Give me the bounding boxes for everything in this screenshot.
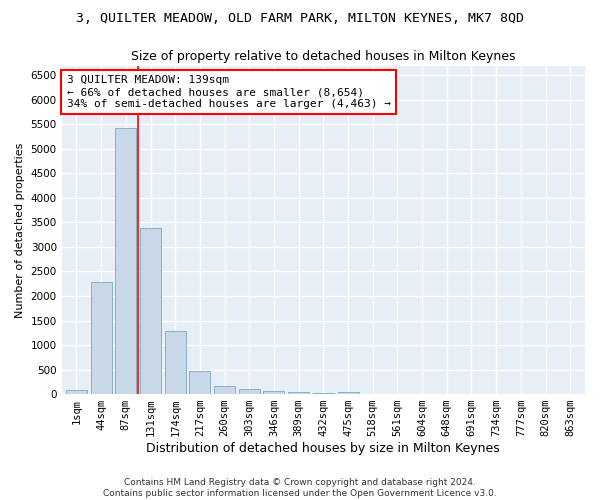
Bar — [263, 391, 284, 394]
Bar — [190, 370, 211, 394]
Y-axis label: Number of detached properties: Number of detached properties — [15, 142, 25, 318]
X-axis label: Distribution of detached houses by size in Milton Keynes: Distribution of detached houses by size … — [146, 442, 500, 455]
Bar — [313, 393, 334, 394]
Bar — [165, 331, 186, 394]
Text: 3 QUILTER MEADOW: 139sqm
← 66% of detached houses are smaller (8,654)
34% of sem: 3 QUILTER MEADOW: 139sqm ← 66% of detach… — [67, 76, 391, 108]
Bar — [239, 389, 260, 394]
Text: Contains HM Land Registry data © Crown copyright and database right 2024.
Contai: Contains HM Land Registry data © Crown c… — [103, 478, 497, 498]
Text: 3, QUILTER MEADOW, OLD FARM PARK, MILTON KEYNES, MK7 8QD: 3, QUILTER MEADOW, OLD FARM PARK, MILTON… — [76, 12, 524, 26]
Bar — [91, 282, 112, 394]
Bar — [288, 392, 309, 394]
Bar — [338, 392, 359, 394]
Bar — [214, 386, 235, 394]
Bar — [115, 128, 136, 394]
Title: Size of property relative to detached houses in Milton Keynes: Size of property relative to detached ho… — [131, 50, 515, 63]
Bar — [140, 228, 161, 394]
Bar — [66, 390, 87, 394]
